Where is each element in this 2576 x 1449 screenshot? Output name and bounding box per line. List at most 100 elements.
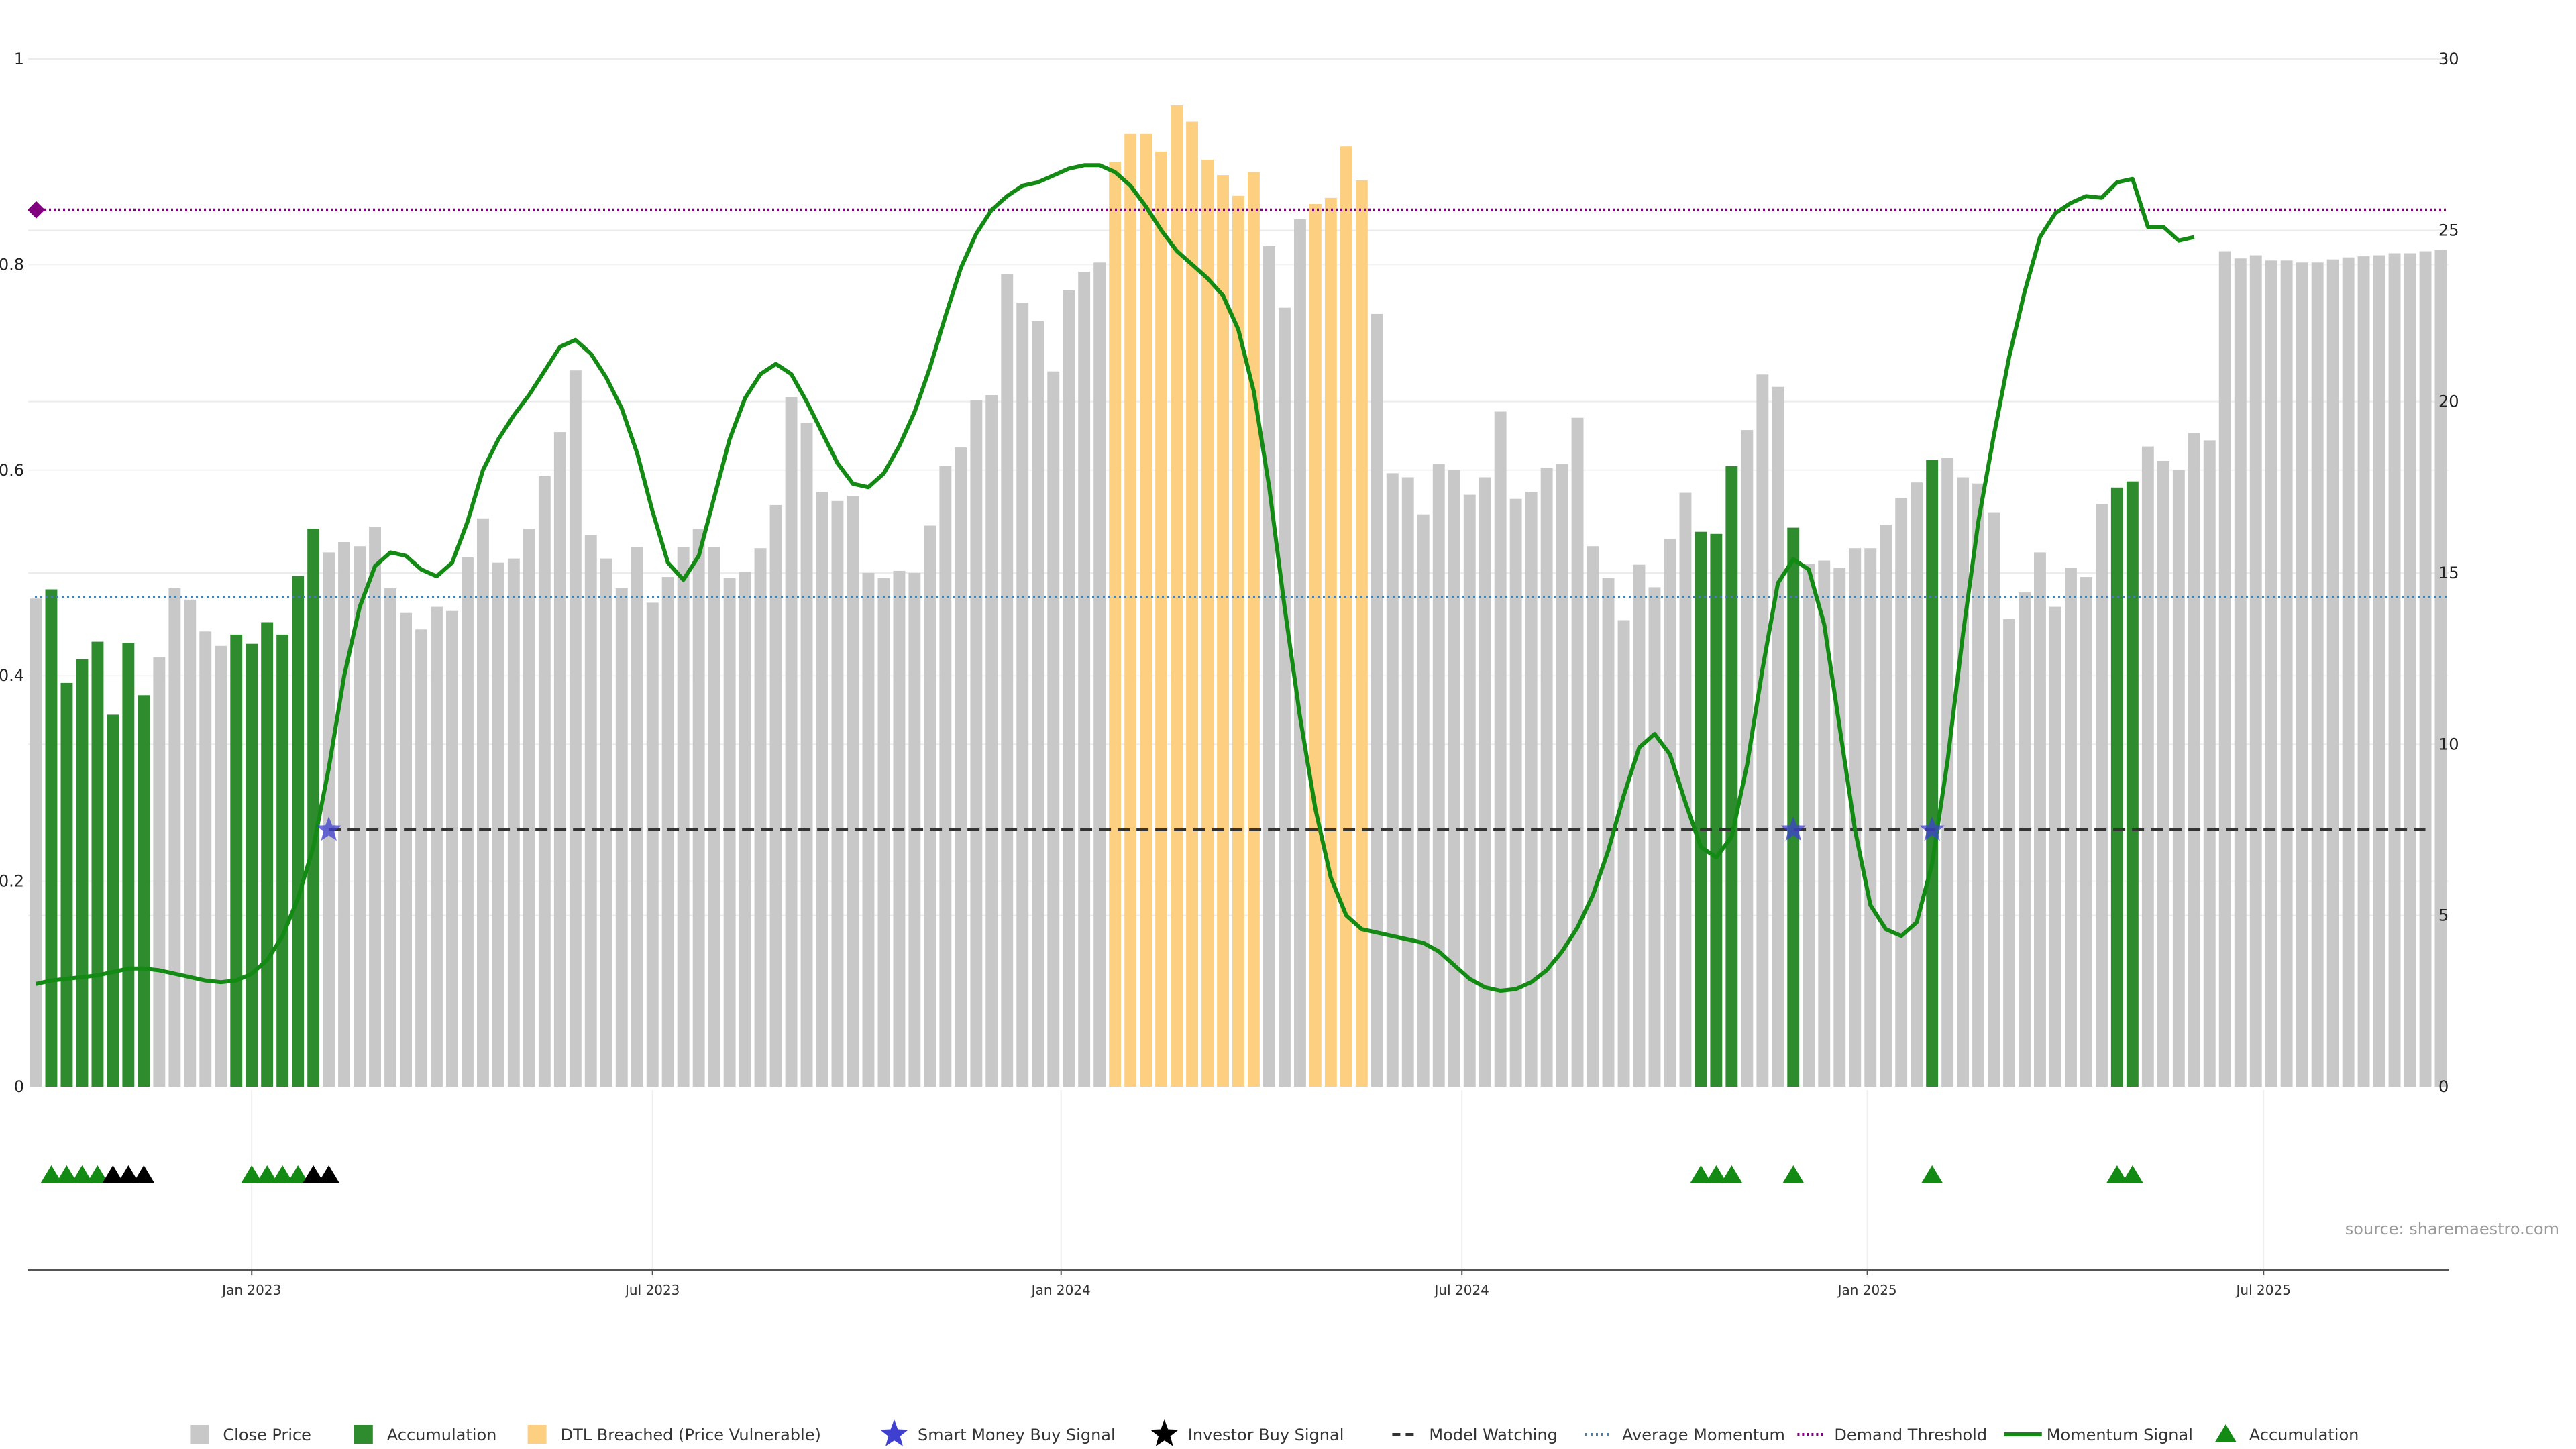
- bar-close-price: [1587, 546, 1599, 1087]
- marker-layer: [40, 816, 2143, 1183]
- bar-dtl-breached: [1201, 160, 1214, 1087]
- bar-close-price: [384, 588, 396, 1087]
- bar-close-price: [970, 400, 983, 1087]
- bar-close-price: [1864, 548, 1877, 1087]
- bar-accumulation: [122, 643, 135, 1087]
- bar-dtl-breached: [1171, 105, 1183, 1087]
- bar-close-price: [754, 548, 767, 1087]
- bar-close-price: [2065, 568, 2077, 1087]
- left-axis-tick-label: 0.2: [0, 872, 24, 891]
- legend-item: Demand Threshold: [1797, 1426, 1987, 1444]
- legend-label: Demand Threshold: [1834, 1426, 1987, 1444]
- bar-close-price: [816, 492, 828, 1087]
- bar-close-price: [1448, 470, 1460, 1087]
- bar-accumulation: [276, 634, 289, 1087]
- legend-label: Accumulation: [2249, 1426, 2359, 1444]
- left-axis-tick-label: 0: [14, 1077, 24, 1096]
- legend-item: DTL Breached (Price Vulnerable): [527, 1425, 821, 1444]
- bar-dtl-breached: [1186, 121, 1198, 1087]
- left-axis-tick-label: 0.6: [0, 461, 24, 480]
- legend-label: DTL Breached (Price Vulnerable): [561, 1426, 821, 1444]
- bar-close-price: [431, 606, 443, 1087]
- bar-close-price: [2357, 256, 2370, 1087]
- bar-close-price: [631, 547, 643, 1087]
- legend-item: Smart Money Buy Signal: [880, 1419, 1116, 1446]
- bar-close-price: [2311, 262, 2324, 1087]
- right-axis-tick-label: 20: [2438, 392, 2459, 411]
- legend-item: Accumulation: [2215, 1424, 2359, 1444]
- bar-dtl-breached: [1140, 133, 1152, 1087]
- accumulation-triangle: [1921, 1165, 1943, 1183]
- legend-label: Investor Buy Signal: [1188, 1426, 1344, 1444]
- bar-close-price: [862, 573, 875, 1087]
- bar-close-price: [2419, 251, 2432, 1087]
- accumulation-triangle: [287, 1165, 309, 1183]
- bar-close-price: [538, 476, 551, 1087]
- legend-triangle-icon: [2215, 1424, 2237, 1442]
- investor-triangle: [133, 1165, 155, 1183]
- bar-close-price: [1911, 482, 1923, 1087]
- bar-close-price: [2265, 260, 2277, 1087]
- right-axis-tick-label: 0: [2438, 1077, 2449, 1096]
- bar-close-price: [2203, 440, 2216, 1087]
- bar-accumulation: [2126, 481, 2139, 1087]
- bar-dtl-breached: [1340, 146, 1352, 1087]
- bar-close-price: [1633, 564, 1646, 1087]
- bar-close-price: [415, 629, 427, 1087]
- bar-dtl-breached: [1324, 197, 1337, 1087]
- bar-close-price: [1957, 477, 1969, 1087]
- bar-close-price: [2172, 470, 2185, 1087]
- bar-accumulation: [1787, 527, 1800, 1087]
- bar-close-price: [553, 432, 566, 1087]
- bar-close-price: [1818, 560, 1831, 1087]
- accumulation-triangle: [241, 1165, 262, 1183]
- legend-item: Close Price: [190, 1425, 311, 1444]
- bar-close-price: [2296, 262, 2308, 1087]
- bar-close-price: [2388, 253, 2401, 1087]
- bar-close-price: [2096, 504, 2108, 1087]
- bar-close-price: [939, 466, 952, 1087]
- legend-swatch: [190, 1425, 209, 1444]
- bar-close-price: [1494, 411, 1507, 1087]
- bar-close-price: [661, 577, 674, 1087]
- bar-close-price: [477, 518, 489, 1087]
- line-layer: [28, 163, 2449, 993]
- investor-triangle: [102, 1165, 124, 1183]
- bar-dtl-breached: [1124, 133, 1137, 1087]
- bar-dtl-breached: [1309, 204, 1322, 1087]
- bar-close-price: [199, 631, 212, 1087]
- bar-close-price: [1880, 525, 1892, 1087]
- bar-accumulation: [246, 643, 258, 1087]
- bar-close-price: [2218, 251, 2231, 1087]
- right-axis-tick-label: 10: [2438, 735, 2459, 753]
- legend-item: Momentum Signal: [2004, 1426, 2193, 1444]
- legend-star-icon: [1150, 1419, 1179, 1446]
- bar-accumulation: [292, 576, 305, 1087]
- bar-close-price: [1093, 262, 1106, 1087]
- bar-accumulation: [1725, 466, 1738, 1087]
- legend-swatch: [354, 1425, 373, 1444]
- investor-triangle: [303, 1165, 324, 1183]
- bar-close-price: [615, 588, 628, 1087]
- bar-dtl-breached: [1109, 162, 1122, 1087]
- bar-close-price: [1417, 514, 1430, 1087]
- bar-close-price: [2373, 255, 2385, 1087]
- bar-close-price: [1263, 246, 1275, 1087]
- smart-money-buy-star: [316, 816, 342, 841]
- accumulation-triangle: [87, 1165, 109, 1183]
- demand-threshold-marker: [28, 201, 45, 219]
- legend-swatch: [527, 1425, 547, 1444]
- accumulation-triangle: [56, 1165, 78, 1183]
- bar-close-price: [1463, 494, 1476, 1087]
- bar-close-price: [1972, 483, 1984, 1087]
- right-axis-tick-label: 25: [2438, 221, 2459, 239]
- bar-close-price: [338, 542, 350, 1087]
- bar-close-price: [769, 504, 782, 1087]
- legend-label: Average Momentum: [1622, 1426, 1785, 1444]
- accumulation-triangle: [1705, 1165, 1727, 1183]
- legend-item: Model Watching: [1392, 1426, 1558, 1444]
- bar-close-price: [2404, 253, 2416, 1087]
- right-axis-tick-label: 30: [2438, 50, 2459, 68]
